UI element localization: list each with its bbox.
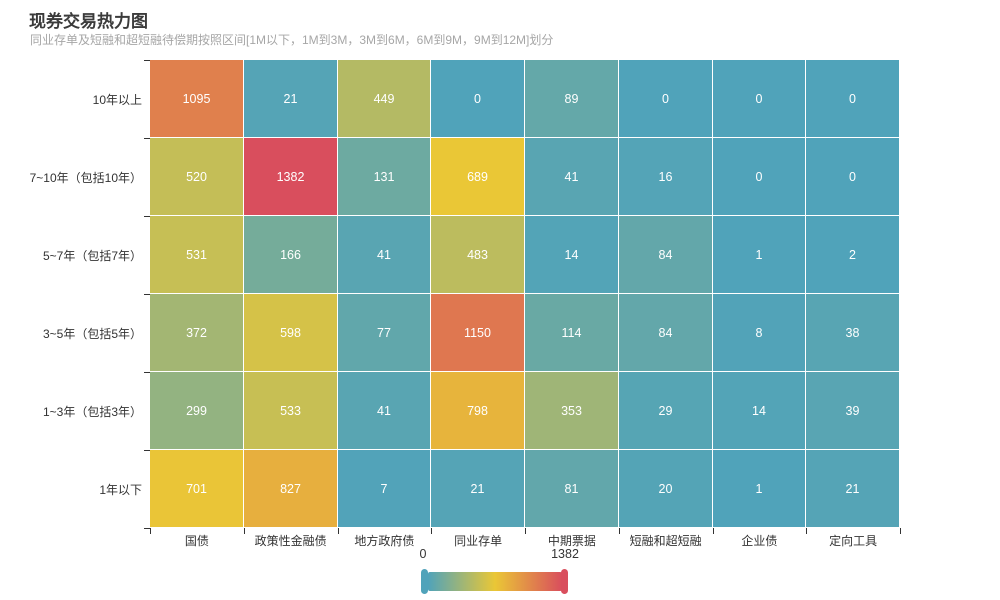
heatmap-cell[interactable]: 372 — [150, 294, 243, 371]
chart-subtitle: 同业存单及短融和超短融待偿期按照区间[1M以下，1M到3M，3M到6M，6M到9… — [30, 33, 554, 47]
heatmap-cell[interactable]: 533 — [244, 372, 337, 449]
y-axis-label: 5~7年（包括7年） — [42, 248, 142, 263]
y-axis-tick — [144, 294, 150, 295]
heatmap-cell[interactable]: 449 — [338, 60, 430, 137]
x-axis-label: 中期票据 — [547, 534, 596, 548]
visualmap-min-label: 0 — [419, 547, 427, 561]
y-axis-label: 7~10年（包括10年） — [29, 170, 142, 185]
heatmap-cell[interactable]: 41 — [525, 138, 618, 215]
heatmap-cell[interactable]: 299 — [150, 372, 243, 449]
heatmap-cell[interactable]: 20 — [619, 450, 712, 527]
heatmap-cell[interactable]: 16 — [619, 138, 712, 215]
heatmap-cell[interactable]: 0 — [806, 60, 899, 137]
visualmap-gradient-bar[interactable] — [428, 572, 562, 591]
heatmap-cell[interactable]: 0 — [431, 60, 524, 137]
y-axis-tick — [144, 450, 150, 451]
heatmap-cell[interactable]: 0 — [806, 138, 899, 215]
heatmap-cell[interactable]: 166 — [244, 216, 337, 293]
x-axis-tick — [525, 528, 526, 534]
heatmap-cell[interactable]: 1382 — [244, 138, 337, 215]
heatmap-cell[interactable]: 531 — [150, 216, 243, 293]
y-axis-label: 1年以下 — [99, 482, 142, 497]
heatmap-cell[interactable]: 520 — [150, 138, 243, 215]
heatmap-cell[interactable]: 798 — [431, 372, 524, 449]
x-axis-tick — [338, 528, 339, 534]
heatmap-cell[interactable]: 41 — [338, 372, 430, 449]
y-axis-label: 1~3年（包括3年） — [42, 404, 142, 419]
x-axis-label: 国债 — [184, 534, 209, 548]
heatmap-cell[interactable]: 701 — [150, 450, 243, 527]
x-axis-label: 同业存单 — [454, 534, 503, 548]
x-axis-tick — [806, 528, 807, 534]
heatmap-cell[interactable]: 81 — [525, 450, 618, 527]
heatmap-cell[interactable]: 41 — [338, 216, 430, 293]
heatmap-cell[interactable]: 114 — [525, 294, 618, 371]
visualmap-max-label: 1382 — [551, 547, 579, 561]
heatmap-cell[interactable]: 14 — [525, 216, 618, 293]
x-axis-label: 地方政府债 — [354, 534, 415, 548]
heatmap-cell[interactable]: 0 — [619, 60, 712, 137]
heatmap-cell[interactable]: 483 — [431, 216, 524, 293]
visualmap-max-handle[interactable] — [561, 569, 568, 594]
y-axis-tick — [144, 138, 150, 139]
y-axis-label: 3~5年（包括5年） — [42, 326, 142, 341]
visualmap-min-handle[interactable] — [421, 569, 428, 594]
heatmap-cell[interactable]: 1 — [713, 450, 805, 527]
y-axis-tick — [144, 372, 150, 373]
heatmap-cell[interactable]: 84 — [619, 294, 712, 371]
heatmap-cell[interactable]: 29 — [619, 372, 712, 449]
x-axis-label: 政策性金融债 — [254, 534, 327, 548]
heatmap-cell[interactable]: 77 — [338, 294, 430, 371]
heatmap-cell[interactable]: 0 — [713, 60, 805, 137]
heatmap-cell[interactable]: 0 — [713, 138, 805, 215]
heatmap-cell[interactable]: 21 — [244, 60, 337, 137]
heatmap-cell[interactable]: 38 — [806, 294, 899, 371]
heatmap-cell[interactable]: 131 — [338, 138, 430, 215]
heatmap-cell[interactable]: 7 — [338, 450, 430, 527]
x-axis-tick — [244, 528, 245, 534]
x-axis-tick — [713, 528, 714, 534]
y-axis-tick — [144, 60, 150, 61]
heatmap-cell[interactable]: 1150 — [431, 294, 524, 371]
heatmap-grid: 1095 21 449 0 89 0 0 0 520 1382 131 689 41 16 0 0 531 166… — [150, 60, 900, 528]
x-axis-tick — [150, 528, 151, 534]
heatmap-cell[interactable]: 14 — [713, 372, 805, 449]
y-axis-label: 10年以上 — [92, 92, 142, 107]
heatmap-cell[interactable]: 598 — [244, 294, 337, 371]
heatmap-cell[interactable]: 21 — [431, 450, 524, 527]
heatmap-cell[interactable]: 89 — [525, 60, 618, 137]
heatmap-cell[interactable]: 8 — [713, 294, 805, 371]
heatmap-cell[interactable]: 21 — [806, 450, 899, 527]
chart-title: 现券交易热力图 — [29, 12, 148, 31]
x-axis-label: 短融和超短融 — [629, 534, 702, 548]
x-axis-tick — [431, 528, 432, 534]
heatmap-cell[interactable]: 353 — [525, 372, 618, 449]
heatmap-cell[interactable]: 1 — [713, 216, 805, 293]
y-axis-tick — [144, 528, 150, 529]
y-axis-tick — [144, 216, 150, 217]
x-axis-label: 定向工具 — [829, 534, 878, 548]
heatmap-cell[interactable]: 2 — [806, 216, 899, 293]
x-axis-label: 企业债 — [741, 534, 778, 548]
x-axis-tick — [900, 528, 901, 534]
x-axis-tick — [619, 528, 620, 534]
heatmap-cell[interactable]: 84 — [619, 216, 712, 293]
heatmap-cell[interactable]: 1095 — [150, 60, 243, 137]
heatmap-cell[interactable]: 689 — [431, 138, 524, 215]
heatmap-cell[interactable]: 827 — [244, 450, 337, 527]
heatmap-cell[interactable]: 39 — [806, 372, 899, 449]
